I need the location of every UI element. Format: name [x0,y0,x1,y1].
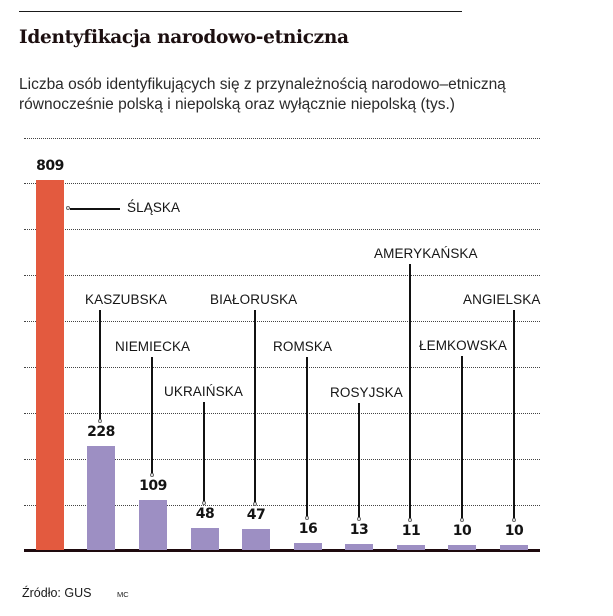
value-label: 11 [401,522,421,539]
value-label: 109 [139,478,167,495]
source-note: Źródło: GUS [22,586,92,600]
leader-dot [253,501,257,506]
gridline [24,321,540,322]
bar-4 [191,528,219,550]
value-label: 13 [349,522,369,539]
category-label: NIEMIECKA [115,339,191,354]
leader-line [358,403,360,519]
leader-dot [202,501,206,506]
leader-dot [512,518,516,523]
bar-3 [139,500,167,550]
leader-dot [66,206,70,210]
subtitle-line-2: równocześnie polską i niepolską oraz wył… [19,96,455,113]
value-label: 809 [36,158,64,174]
gridline [24,275,540,276]
leader-dot [408,517,412,522]
bar-2 [87,445,115,550]
value-label: 16 [298,520,318,537]
subtitle-line-1: Liczba osób identyfikujących się z przyn… [19,76,506,93]
leader-dot [460,518,464,523]
bar-5 [242,528,270,550]
category-label: ANGIELSKA [463,292,541,307]
category-label: KASZUBSKA [85,292,167,307]
x-axis-baseline [24,549,540,552]
leader-line [254,310,256,503]
bar-1 [36,180,64,550]
category-label: ŚLĄSKA [127,200,181,215]
leader-line [306,357,308,517]
bar-6 [294,542,322,550]
gridline [24,413,540,414]
bar-9 [448,545,476,550]
leader-line [409,264,411,519]
category-label: UKRAIŃSKA [164,384,243,399]
bar-7 [345,544,373,550]
leader-line [203,402,205,503]
leader-dot [357,517,361,522]
gridline [24,183,540,184]
value-label: 228 [87,423,115,440]
value-label: 48 [195,506,215,523]
leader-line [151,357,153,475]
gridline [24,367,540,368]
chart-title: Identyfikacja narodowo-etniczna [19,27,349,48]
top-rule [19,11,462,12]
category-label: ROSYJSKA [330,385,403,400]
author-credit: MC [117,590,129,599]
value-label: 10 [452,523,472,540]
gridline [24,459,540,460]
bar-8 [397,544,425,550]
chart-subtitle: Liczba osób identyfikujących się z przyn… [19,75,506,115]
category-label: ROMSKA [273,339,333,354]
category-label: BIAŁORUSKA [210,292,298,307]
leader-dot [98,418,102,423]
leader-line [513,310,515,520]
leader-line [70,208,120,210]
leader-dot [150,473,154,478]
value-label: 47 [246,506,266,523]
value-label: 10 [504,523,524,540]
bar-10 [500,545,528,550]
gridline [24,138,540,139]
leader-line [99,310,101,420]
gridline [24,505,540,506]
leader-line [461,356,463,520]
gridline [24,229,540,230]
category-label: ŁEMKOWSKA [419,338,507,353]
category-label: AMERYKAŃSKA [374,246,478,261]
leader-dot [305,515,309,520]
